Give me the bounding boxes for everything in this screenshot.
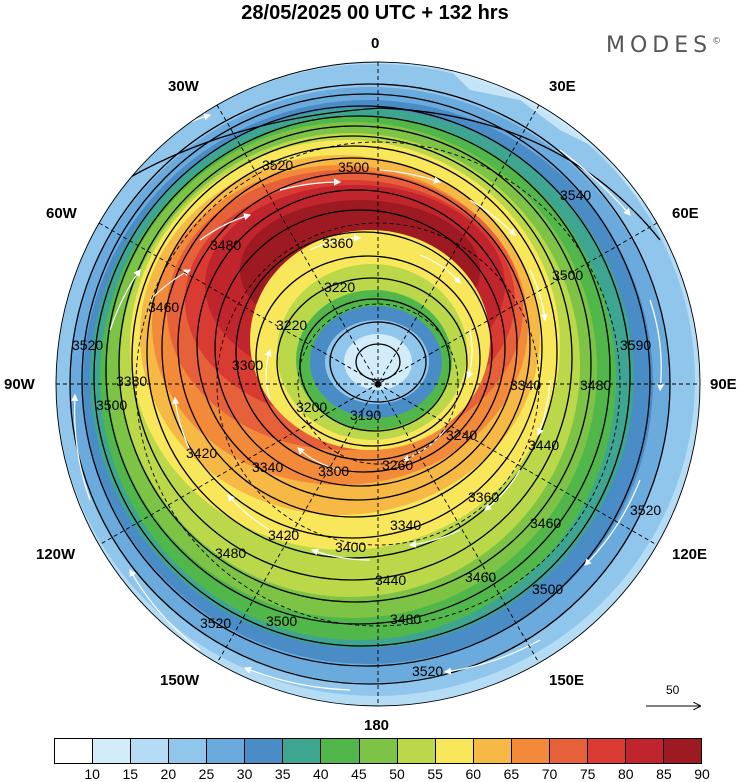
colorbar-tick-label: 65: [503, 766, 520, 782]
lon-label-180: 180: [364, 717, 390, 734]
contour-label: 3500: [552, 267, 583, 283]
colorbar-tick-label: 10: [84, 766, 100, 782]
lon-label-60e: 60E: [672, 205, 699, 222]
contour-label: 3520: [630, 502, 661, 518]
colorbar-tick-label: 60: [465, 766, 482, 782]
colorbar-tick-label: 50: [389, 766, 405, 782]
colorbar-swatch: [245, 739, 284, 763]
contour-label: 3300: [232, 357, 263, 373]
contour-label: 3260: [382, 457, 413, 473]
lon-label-30e: 30E: [549, 78, 576, 95]
colorbar-swatch: [131, 739, 170, 763]
lon-label-30w: 30W: [168, 78, 199, 95]
contour-label: 3400: [335, 539, 366, 555]
contour-label: 3190: [350, 407, 381, 423]
colorbar-tick-label: 80: [617, 766, 634, 782]
lon-label-120w: 120W: [36, 546, 76, 563]
colorbar-swatch: [93, 739, 132, 763]
colorbar-tick-label: 55: [427, 766, 443, 782]
lon-label-60w: 60W: [46, 205, 77, 222]
contour-label: 3220: [276, 317, 307, 333]
contour-label: 3300: [318, 463, 349, 479]
contour-label: 3420: [186, 445, 217, 461]
modes-logo: MODES©: [606, 33, 721, 58]
colorbar-swatch: [55, 739, 94, 763]
lon-label-150w: 150W: [160, 672, 200, 689]
lon-label-0: 0: [371, 35, 380, 52]
map-title: 28/05/2025 00 UTC + 132 hrs: [241, 2, 509, 24]
lon-label-150e: 150E: [549, 672, 585, 689]
reference-vector-label: 50: [666, 683, 680, 697]
colorbar-swatch: [549, 739, 588, 763]
contour-label: 3360: [322, 235, 353, 251]
contour-label: 3480: [390, 611, 421, 627]
contour-label: 3520: [200, 615, 231, 631]
colorbar-tick-label: 15: [122, 766, 139, 782]
colorbar-swatch: [359, 739, 398, 763]
contour-labels: 3520 3500 3540 3480 3460 3360 3220 3220 …: [72, 157, 661, 679]
contour-label: 3380: [116, 373, 147, 389]
contour-label: 3460: [530, 515, 561, 531]
colorbar-tick-label: 25: [198, 766, 215, 782]
colorbar-swatch: [625, 739, 664, 763]
contour-label: 3220: [324, 279, 355, 295]
contour-label: 3540: [560, 187, 591, 203]
contour-label: 3240: [446, 427, 477, 443]
lon-label-120e: 120E: [672, 546, 708, 563]
colorbar-swatch: [435, 739, 474, 763]
brand-text: MODES: [606, 33, 713, 58]
colorbar-tick-label: 35: [274, 766, 291, 782]
lon-label-90e: 90E: [710, 376, 737, 393]
contour-label: 3440: [528, 437, 559, 453]
contour-label: 3520: [262, 157, 293, 173]
copyright-mark: ©: [712, 36, 722, 47]
contour-label: 3340: [252, 459, 283, 475]
colorbar-swatch: [283, 739, 322, 763]
colorbar-tick-labels: 10 15 20 25 30 35 40 45 50 55 60 65 70 75 80 85 90: [54, 766, 709, 782]
contour-label: 3500: [532, 581, 563, 597]
contour-label: 3360: [468, 489, 499, 505]
colorbar-swatch: [511, 739, 550, 763]
contour-label: 3200: [296, 399, 327, 415]
colorbar-swatch: [397, 739, 436, 763]
colorbar-swatch: [207, 739, 246, 763]
colorbar-tick-label: 30: [236, 766, 253, 782]
lon-label-90w: 90W: [4, 376, 35, 393]
contour-label: 3520: [72, 337, 103, 353]
wind-speed-shading: [56, 62, 700, 706]
colorbar-tick-label: 75: [579, 766, 596, 782]
colorbar-swatch: [473, 739, 512, 763]
contour-label: 3460: [465, 569, 496, 585]
contour-label: 3480: [210, 237, 241, 253]
contour-label: 3440: [375, 572, 406, 588]
contour-label: 3480: [580, 377, 611, 393]
colorbar-swatch: [587, 739, 626, 763]
wind-vectors: [71, 113, 665, 691]
contour-label: 3500: [96, 397, 127, 413]
colorbar-tick-label: 90: [694, 766, 710, 782]
wind-speed-colorbar: [54, 738, 702, 764]
contour-label: 3340: [390, 517, 421, 533]
north-pole-marker: [375, 381, 381, 387]
contour-label: 3500: [338, 159, 369, 175]
contour-label: 3590: [620, 337, 651, 353]
colorbar-tick-label: 85: [656, 766, 672, 782]
colorbar-swatch: [169, 739, 208, 763]
colorbar-swatch: [321, 739, 360, 763]
colorbar-swatch: [664, 739, 702, 763]
contour-label: 3340: [510, 377, 541, 393]
contour-label: 3460: [148, 299, 179, 315]
contour-label: 3520: [412, 663, 443, 679]
colorbar-tick-label: 70: [541, 766, 558, 782]
contour-label: 3500: [266, 613, 297, 629]
colorbar-tick-label: 40: [313, 766, 329, 782]
colorbar-tick-label: 20: [160, 766, 177, 782]
colorbar-tick-label: 45: [351, 766, 367, 782]
contour-label: 3420: [268, 527, 299, 543]
contour-label: 3480: [215, 545, 246, 561]
